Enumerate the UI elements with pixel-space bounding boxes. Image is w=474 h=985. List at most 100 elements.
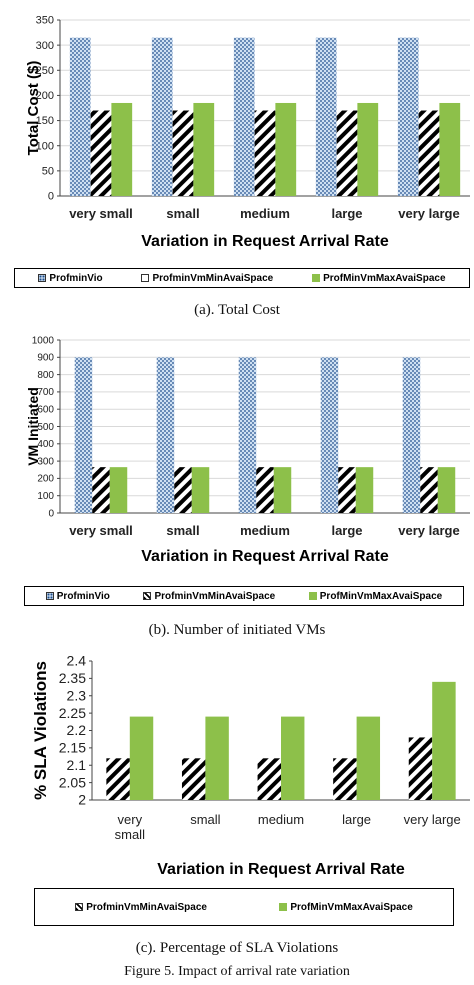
x-category-label: small [190, 812, 220, 827]
y-tick-label: 2.25 [59, 705, 86, 721]
x-category-label: very small [69, 206, 133, 221]
chart-b-legend: ProfminVio ProfminVmMinAvaiSpace ProfMin… [24, 586, 464, 606]
legend-label: ProfminVmMinAvaiSpace [154, 590, 276, 602]
bar-ProfminVmMinAvaiSpace [256, 467, 274, 513]
x-category-label: large [342, 812, 371, 827]
y-tick-label: 350 [36, 15, 54, 27]
bar-ProfminVmMinAvaiSpace [336, 110, 358, 196]
y-tick-label: 2.4 [67, 653, 87, 669]
legend-swatch-min [75, 903, 84, 911]
x-category-label: small [115, 827, 145, 842]
bar-ProfminVmMinAvaiSpace [420, 467, 438, 513]
y-tick-label: 1000 [32, 335, 55, 346]
bar-ProfMinVmMaxAvaiSpace [439, 102, 461, 196]
y-tick-label: 800 [37, 370, 54, 381]
bar-ProfminVmMinAvaiSpace [172, 110, 194, 196]
y-tick-label: 500 [37, 422, 54, 433]
x-category-label: small [166, 523, 199, 538]
legend-label: ProfMinVmMaxAvaiSpace [290, 901, 413, 913]
legend-swatch-min [141, 274, 150, 282]
chart-b-svg: 0 100 200 300 400 500 600 700 800 900 1000 very sma… [25, 335, 470, 565]
chart-b-caption: (b). Number of initiated VMs [148, 622, 326, 638]
legend-swatch-vio [38, 274, 47, 282]
y-tick-label: 100 [36, 140, 54, 152]
bar-ProfminVmMinAvaiSpace [106, 758, 130, 800]
bar-ProfminVio [156, 357, 175, 513]
x-category-label: very small [69, 523, 133, 538]
bar-ProfMinVmMaxAvaiSpace [432, 681, 456, 800]
y-tick-label: 2 [78, 792, 86, 808]
legend-label: ProfminVmMinAvaiSpace [152, 272, 274, 284]
bar-ProfMinVmMaxAvaiSpace [356, 716, 381, 800]
bar-ProfMinVmMaxAvaiSpace [273, 467, 292, 513]
y-axis-title: Total Cost ($) [25, 61, 42, 156]
bar-ProfminVmMinAvaiSpace [408, 737, 433, 800]
legend-label: ProfMinVmMaxAvaiSpace [319, 590, 443, 602]
figure-caption: Figure 5. Impact of arrival rate variati… [124, 964, 350, 979]
legend-item: ProfMinVmMaxAvaiSpace [312, 272, 446, 284]
legend-label: ProfminVio [49, 272, 103, 284]
x-category-label: medium [258, 812, 304, 827]
chart-a-caption: (a). Total Cost [194, 302, 280, 318]
x-category-label: large [331, 206, 362, 221]
chart-c-legend: ProfminVmMinAvaiSpace ProfMinVmMaxAvaiSp… [34, 888, 454, 926]
y-tick-label: 300 [36, 40, 54, 52]
x-category-label: medium [240, 523, 290, 538]
chart-b-panel: 0 100 200 300 400 500 600 700 800 900 1000 very sma… [0, 330, 474, 630]
x-category-label: very large [398, 523, 459, 538]
legend-item: ProfminVio [38, 272, 103, 284]
x-category-label: small [166, 206, 199, 221]
legend-label: ProfminVio [56, 590, 110, 602]
bar-ProfMinVmMaxAvaiSpace [281, 716, 305, 800]
chart-a-panel: 0 50 100 150 200 250 300 350 very small small medi… [0, 0, 474, 300]
legend-swatch-vio [45, 592, 54, 600]
y-tick-label: 700 [37, 387, 54, 398]
y-tick-label: 200 [36, 90, 54, 102]
x-axis-title: Variation in Request Arrival Rate [141, 233, 389, 250]
bar-ProfMinVmMaxAvaiSpace [437, 467, 456, 513]
bar-ProfminVio [315, 37, 337, 196]
bar-ProfminVio [320, 357, 339, 513]
legend-label: ProfminVmMinAvaiSpace [86, 901, 207, 913]
x-category-label: very [118, 812, 143, 827]
legend-swatch-max [308, 592, 317, 600]
legend-label: ProfMinVmMaxAvaiSpace [323, 272, 446, 284]
y-tick-label: 50 [42, 166, 54, 178]
y-tick-label: 2.05 [59, 774, 86, 790]
bar-ProfMinVmMaxAvaiSpace [109, 467, 128, 513]
y-tick-label: 0 [48, 191, 54, 203]
bar-ProfminVmMinAvaiSpace [333, 758, 357, 800]
bar-ProfMinVmMaxAvaiSpace [129, 716, 154, 800]
bar-ProfminVmMinAvaiSpace [254, 110, 276, 196]
bar-ProfminVio [69, 37, 91, 196]
bar-ProfminVio [397, 37, 419, 196]
y-tick-label: 600 [37, 405, 54, 416]
legend-swatch-min [143, 592, 152, 600]
bar-ProfMinVmMaxAvaiSpace [191, 467, 210, 513]
y-tick-label: 2.15 [59, 740, 86, 756]
bar-ProfminVio [238, 357, 257, 513]
y-tick-label: 900 [37, 353, 54, 364]
legend-swatch-max [279, 903, 288, 911]
legend-item: ProfminVmMinAvaiSpace [141, 273, 273, 284]
bar-ProfMinVmMaxAvaiSpace [111, 102, 133, 196]
chart-c-svg: 22.052.12.152.22.252.32.352.4verysmallsm… [31, 653, 470, 878]
y-tick-label: 2.1 [67, 757, 87, 773]
bar-ProfminVio [233, 37, 255, 196]
chart-c-caption: (c). Percentage of SLA Violations [135, 940, 339, 956]
legend-item: ProfminVmMinAvaiSpace [75, 902, 207, 913]
bar-ProfminVio [402, 357, 421, 513]
bar-ProfminVmMinAvaiSpace [174, 467, 192, 513]
y-tick-label: 0 [48, 508, 54, 519]
bar-ProfMinVmMaxAvaiSpace [193, 102, 215, 196]
bar-ProfminVio [74, 357, 93, 513]
chart-a-legend: ProfminVio ProfminVmMinAvaiSpace ProfMin… [14, 268, 470, 288]
legend-item: ProfminVio [45, 590, 110, 602]
y-tick-label: 2.3 [67, 687, 87, 703]
y-tick-label: 100 [37, 491, 54, 502]
y-tick-label: 250 [36, 65, 54, 77]
bar-ProfminVmMinAvaiSpace [181, 758, 206, 800]
bar-ProfMinVmMaxAvaiSpace [205, 716, 229, 800]
y-tick-label: 2.35 [59, 670, 86, 686]
y-axis-title: % SLA Violations [31, 661, 50, 800]
